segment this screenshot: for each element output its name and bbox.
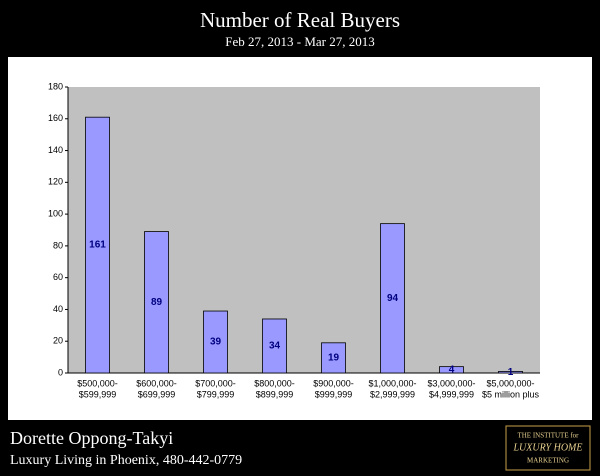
bar <box>380 223 405 374</box>
x-tick-label: $5,000,000- <box>486 378 534 388</box>
bar <box>85 116 110 374</box>
x-tick-label: $3,000,000- <box>427 378 475 388</box>
y-tick-label: 120 <box>48 177 63 187</box>
bar <box>144 231 169 374</box>
logo-box <box>505 425 591 471</box>
footer-tagline: Luxury Living in Phoenix, 480-442-0779 <box>10 453 242 468</box>
footer-name: Dorette Oppong-Takyi <box>10 428 173 448</box>
value-label: 1 <box>508 367 514 378</box>
bar <box>321 342 346 374</box>
y-tick-label: 40 <box>53 304 63 314</box>
y-tick-label: 0 <box>58 367 63 377</box>
y-tick-label: 160 <box>48 113 63 123</box>
x-tick-label: $4,999,999 <box>429 389 474 399</box>
bar <box>262 318 287 374</box>
y-tick-label: 60 <box>53 272 63 282</box>
x-tick-label: $599,999 <box>79 389 117 399</box>
x-tick-label: $700,000- <box>195 378 236 388</box>
bar <box>203 310 228 374</box>
x-tick-label: $900,000- <box>313 378 354 388</box>
x-tick-label: $800,000- <box>254 378 295 388</box>
value-label: 161 <box>89 240 106 251</box>
x-tick-label: $2,999,999 <box>370 389 415 399</box>
logo-text: MARKETING <box>527 457 569 465</box>
x-tick-label: $1,000,000- <box>368 378 416 388</box>
bar <box>498 371 523 374</box>
value-label: 19 <box>328 353 340 364</box>
value-label: 34 <box>269 341 281 352</box>
y-tick-label: 80 <box>53 240 63 250</box>
x-tick-label: $899,999 <box>256 389 294 399</box>
y-tick-label: 100 <box>48 208 63 218</box>
chart-title: Number of Real Buyers <box>200 8 400 32</box>
x-tick-label: $799,999 <box>197 389 235 399</box>
plot-area <box>68 87 540 373</box>
x-tick-label: $600,000- <box>136 378 177 388</box>
value-label: 39 <box>210 337 222 348</box>
chart-subtitle: Feb 27, 2013 - Mar 27, 2013 <box>225 34 375 49</box>
x-tick-label: $5 million plus <box>482 389 540 399</box>
x-tick-label: $500,000- <box>77 378 118 388</box>
logo-text: THE INSTITUTE for <box>517 432 579 440</box>
value-label: 4 <box>449 364 455 375</box>
bar <box>439 366 464 374</box>
x-tick-label: $699,999 <box>138 389 176 399</box>
x-tick-label: $999,999 <box>315 389 353 399</box>
value-label: 89 <box>151 297 163 308</box>
value-label: 94 <box>387 293 399 304</box>
y-tick-label: 140 <box>48 145 63 155</box>
logo-text: LUXURY HOME <box>513 442 583 453</box>
y-tick-label: 20 <box>53 336 63 346</box>
y-tick-label: 180 <box>48 81 63 91</box>
